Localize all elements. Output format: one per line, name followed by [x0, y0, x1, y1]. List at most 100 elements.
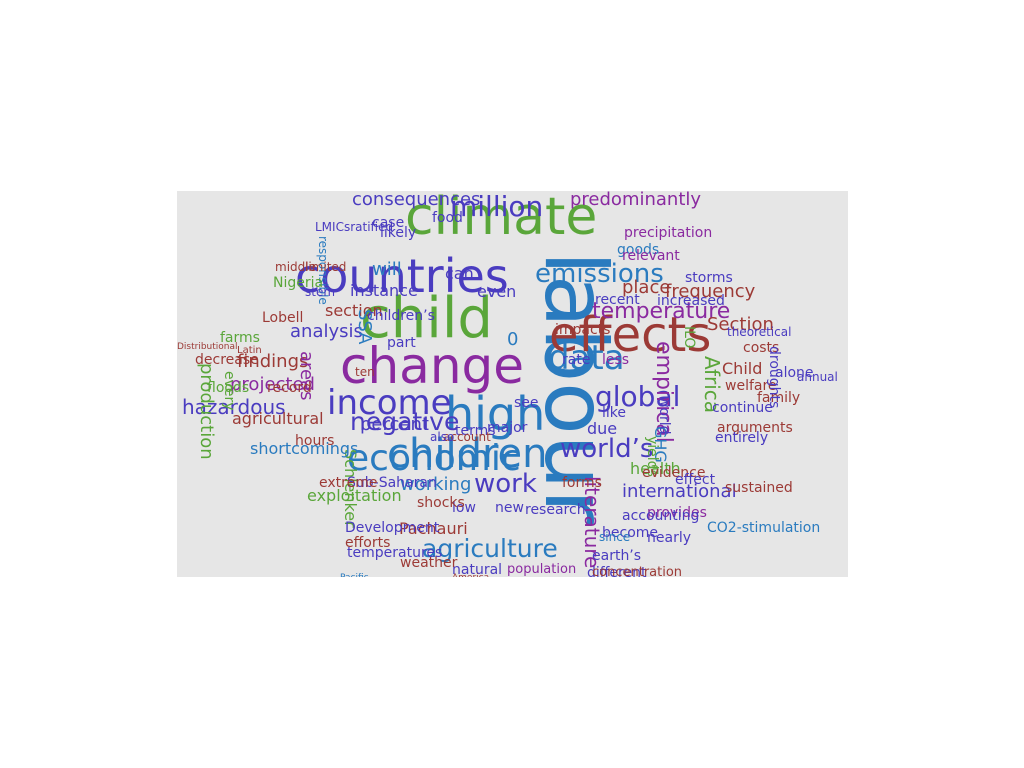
word-percent: percent	[360, 414, 429, 435]
word-hazardous: hazardous	[182, 395, 286, 419]
word-annual: annual	[797, 370, 838, 384]
word-working: working	[400, 474, 472, 495]
word-case: case	[372, 215, 405, 231]
word-record: record	[267, 380, 312, 396]
word-ten: ten	[355, 365, 375, 379]
word-continue: continue	[712, 400, 773, 416]
word-agriculture: agriculture	[422, 534, 558, 563]
word-evidence: evidence	[642, 465, 706, 481]
word-costs: costs	[743, 340, 780, 356]
word-account: account	[443, 430, 491, 444]
word-zero: 0	[507, 329, 519, 350]
word-economic: economic	[347, 438, 521, 479]
word-Child: Child	[722, 359, 763, 378]
word-change: change	[340, 337, 525, 395]
word-exploitation: exploitation	[307, 486, 402, 505]
word-ILO: ILO	[681, 326, 697, 349]
word-entirely: entirely	[715, 430, 769, 446]
word-Development: Development	[345, 520, 440, 536]
word-increased: increased	[657, 293, 725, 309]
word-frequency: frequency	[665, 281, 756, 302]
word-production: production	[196, 363, 217, 460]
word-Latin: Latin	[237, 345, 262, 356]
word-section: section	[325, 301, 383, 320]
word-agricultural: agricultural	[232, 409, 324, 428]
word-population: population	[507, 562, 577, 577]
word-provides: provides	[647, 505, 707, 521]
word-earths: earth’s	[592, 548, 642, 564]
word-Section: Section	[707, 314, 774, 335]
word-different: different	[587, 565, 647, 577]
word-part: part	[387, 335, 416, 351]
word-stem: stem	[305, 285, 336, 299]
word-see: see	[514, 395, 539, 411]
word-instance: instance	[350, 281, 418, 300]
word-since: since	[599, 530, 631, 544]
word-health: health	[630, 459, 681, 478]
word-become: become	[602, 525, 659, 541]
word-nearly: nearly	[647, 530, 691, 546]
word-million: million	[450, 191, 544, 223]
word-LMICsratified: LMICsratified	[315, 220, 394, 234]
word-global: global	[595, 380, 681, 413]
word-America: America	[452, 574, 489, 578]
word-goods: goods	[617, 242, 660, 258]
word-natural: natural	[452, 562, 503, 577]
word-even: even	[477, 282, 517, 301]
word-shocks: shocks	[417, 495, 465, 511]
word-terms: terms	[455, 423, 496, 439]
word-temperature: temperature	[592, 299, 731, 324]
word-food: food	[432, 210, 463, 226]
word-will: will	[372, 259, 402, 280]
word-income: income	[327, 383, 452, 423]
word-rate: rate	[562, 352, 591, 368]
word-countries: countries	[295, 249, 509, 303]
word-relevant: relevant	[622, 248, 680, 264]
word-efforts: efforts	[345, 535, 391, 551]
word-less: less	[602, 352, 630, 368]
word-work: work	[474, 469, 537, 499]
word-every: every	[221, 371, 237, 411]
word-low: low	[452, 500, 476, 516]
word-effect: effect	[675, 472, 716, 488]
word-floods: floods	[207, 380, 250, 396]
word-can: can	[445, 264, 474, 283]
word-SubSaharan: Sub-Saharan	[347, 475, 437, 491]
word-storms: storms	[685, 270, 733, 286]
word-droughts: droughts	[766, 346, 782, 409]
word-hours: hours	[295, 433, 335, 449]
word-data: data	[548, 338, 625, 378]
word-major: major	[487, 420, 528, 436]
word-middle: middle	[275, 260, 316, 274]
word-findings: findings	[237, 351, 309, 372]
word-emissions: emissions	[535, 259, 664, 289]
word-Lobell: Lobell	[262, 310, 304, 326]
word-like: like	[602, 405, 627, 421]
word-CO2stimulation: CO2-stimulation	[707, 520, 821, 536]
word-recent: recent	[595, 292, 640, 308]
word-arguments: arguments	[717, 420, 793, 436]
word-theoretical: theoretical	[727, 325, 792, 339]
word-high: high	[445, 387, 546, 441]
word-concentration: concentration	[592, 565, 683, 577]
word-climate: climate	[405, 191, 598, 247]
word-accounting: accounting	[622, 508, 700, 524]
word-likely: likely	[380, 225, 417, 241]
word-weather: weather	[400, 555, 458, 571]
word-extreme: extreme	[319, 475, 378, 491]
word-forms: forms	[562, 475, 602, 491]
word-welfare: welfare	[725, 378, 777, 394]
word-world: world	[656, 396, 672, 435]
word-child: child	[360, 286, 493, 351]
word-Pachauri: Pachauri	[399, 519, 468, 538]
word-also: also	[430, 430, 455, 444]
word-impacts: impacts	[555, 322, 611, 338]
word-international: international	[622, 481, 737, 502]
word-shortcomings: shortcomings	[250, 439, 359, 458]
word-alone: alone	[775, 365, 814, 381]
word-decrease: decrease	[195, 352, 259, 368]
word-limited: limited	[305, 260, 347, 274]
word-children: children	[387, 431, 548, 477]
word-family: family	[757, 390, 801, 406]
word-precipitation: precipitation	[624, 225, 713, 241]
